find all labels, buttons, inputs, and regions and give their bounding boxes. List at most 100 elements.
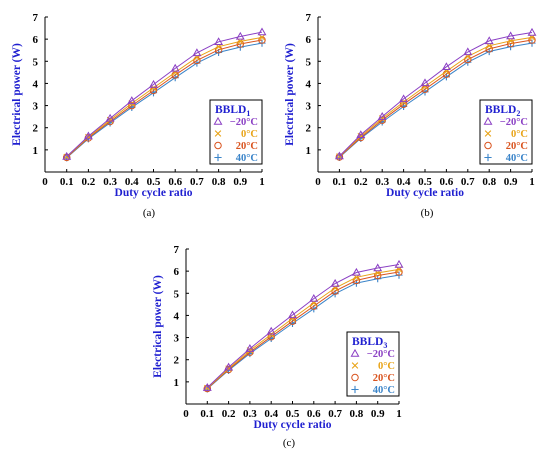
series-line xyxy=(339,36,533,157)
y-tick-label: 2 xyxy=(306,123,312,135)
data-point xyxy=(377,112,387,120)
series-line xyxy=(66,42,263,159)
x-tick-label: 1 xyxy=(529,176,535,188)
x-tick-label: 0.9 xyxy=(371,408,385,420)
legend-box xyxy=(346,331,400,397)
x-tick-label: 0.5 xyxy=(286,408,300,420)
series-line xyxy=(339,32,533,157)
data-point xyxy=(394,259,404,268)
y-tick-label: 3 xyxy=(174,333,180,345)
x-tick-label: 0 xyxy=(183,408,189,420)
x-tick-label: 0.2 xyxy=(354,176,368,188)
series-line xyxy=(66,31,263,157)
x-tick-label: 0.6 xyxy=(307,408,321,420)
data-point xyxy=(441,62,451,71)
y-tick-label: 5 xyxy=(306,56,312,68)
x-tick-label: 0.8 xyxy=(212,176,226,188)
data-point xyxy=(62,153,71,162)
data-point xyxy=(224,362,234,371)
y-tick-label: 7 xyxy=(306,12,312,24)
y-tick-label: 7 xyxy=(33,12,39,24)
x-tick-label: 0.1 xyxy=(333,176,347,188)
data-point xyxy=(335,153,344,161)
x-tick-label: 0.3 xyxy=(103,176,117,188)
legend-entry-label: 20°C xyxy=(373,373,395,384)
data-point xyxy=(170,63,180,72)
x-tick-label: 0.1 xyxy=(200,408,214,420)
chart-panel-1: 0 0.1 0.2 0.3 0.4 0.5 0.6 0.7 0.8 0.9 1 1 2 3 4 5 6 7 Duty… xyxy=(11,12,267,219)
x-tick-label: 0.4 xyxy=(264,408,278,420)
x-tick-label: 0.7 xyxy=(328,408,342,420)
data-point xyxy=(149,79,158,88)
x-tick-label: 0 xyxy=(42,176,48,188)
x-tick-label: 0.2 xyxy=(82,176,96,188)
x-tick-label: 1 xyxy=(259,176,265,188)
data-point xyxy=(203,384,212,393)
series-line xyxy=(339,42,533,158)
data-point xyxy=(202,383,212,391)
legend-marker xyxy=(351,385,359,394)
y-tick-label: 5 xyxy=(174,288,180,300)
legend-title-subscript: 2 xyxy=(516,109,520,118)
data-point xyxy=(506,31,516,40)
data-point xyxy=(258,34,266,41)
x-tick-label: 0.9 xyxy=(233,176,247,188)
data-point xyxy=(245,344,255,352)
data-point xyxy=(420,78,430,87)
x-tick-label: 0.3 xyxy=(375,176,389,188)
x-axis-label: Duty cycle ratio xyxy=(254,419,332,431)
y-tick-label: 6 xyxy=(33,34,39,46)
legend-entry-label: 0°C xyxy=(511,129,528,140)
y-tick-label: 3 xyxy=(306,101,312,113)
x-tick-label: 0.8 xyxy=(350,408,364,420)
y-tick-label: 5 xyxy=(33,56,39,68)
x-tick-label: 0.6 xyxy=(440,176,454,188)
data-point xyxy=(351,267,361,276)
legend-marker xyxy=(484,153,492,162)
chart-panel-3: 0 0.1 0.2 0.3 0.4 0.5 0.6 0.7 0.8 0.9 1 1 2 3 4 5 6 7 Duty… xyxy=(152,244,404,449)
legend: BBLD1−20°C0°C20°C40°C xyxy=(209,99,263,165)
y-tick-label: 4 xyxy=(306,78,312,90)
data-point xyxy=(330,278,340,287)
legend-marker xyxy=(483,116,493,125)
data-point xyxy=(266,326,276,335)
series-line xyxy=(339,39,533,158)
y-tick-label: 1 xyxy=(33,145,39,157)
chart-panel-2: 0 0.1 0.2 0.3 0.4 0.5 0.6 0.7 0.8 0.9 1 1 2 3 4 5 6 7 Duty… xyxy=(284,12,537,219)
data-point xyxy=(288,310,297,319)
series-line xyxy=(66,36,263,158)
legend-title-subscript: 3 xyxy=(383,341,387,350)
legend-entry-label: 0°C xyxy=(241,129,258,140)
x-tick-label: 0 xyxy=(315,176,321,188)
y-axis-label: Electrical power (W) xyxy=(11,43,23,146)
x-tick-label: 0.6 xyxy=(168,176,182,188)
legend-entry-label: 40°C xyxy=(236,153,258,164)
legend-entry-label: −20°C xyxy=(367,349,395,360)
data-point xyxy=(356,130,366,138)
y-tick-label: 4 xyxy=(174,310,180,322)
data-point xyxy=(373,263,383,272)
x-tick-label: 0.7 xyxy=(190,176,204,188)
x-tick-label: 0.2 xyxy=(222,408,236,420)
series-line xyxy=(206,268,400,389)
legend-title: BBLD1 xyxy=(215,104,250,118)
data-point xyxy=(83,131,93,140)
y-tick-label: 2 xyxy=(33,123,39,135)
x-axis-label: Duty cycle ratio xyxy=(386,187,464,199)
legend-marker xyxy=(213,116,223,125)
data-point xyxy=(214,37,224,45)
legend-title: BBLD3 xyxy=(352,336,387,350)
legend-entry-label: 40°C xyxy=(506,153,528,164)
y-axis-label: Electrical power (W) xyxy=(152,275,164,378)
x-tick-label: 0.5 xyxy=(147,176,161,188)
y-tick-label: 7 xyxy=(174,244,180,256)
x-tick-label: 0.9 xyxy=(504,176,518,188)
y-tick-label: 3 xyxy=(33,101,39,113)
data-point xyxy=(527,27,537,36)
x-tick-label: 0.4 xyxy=(397,176,411,188)
y-tick-label: 4 xyxy=(33,78,39,90)
data-point xyxy=(235,31,245,40)
series-line xyxy=(66,39,263,158)
legend-box xyxy=(209,99,263,165)
